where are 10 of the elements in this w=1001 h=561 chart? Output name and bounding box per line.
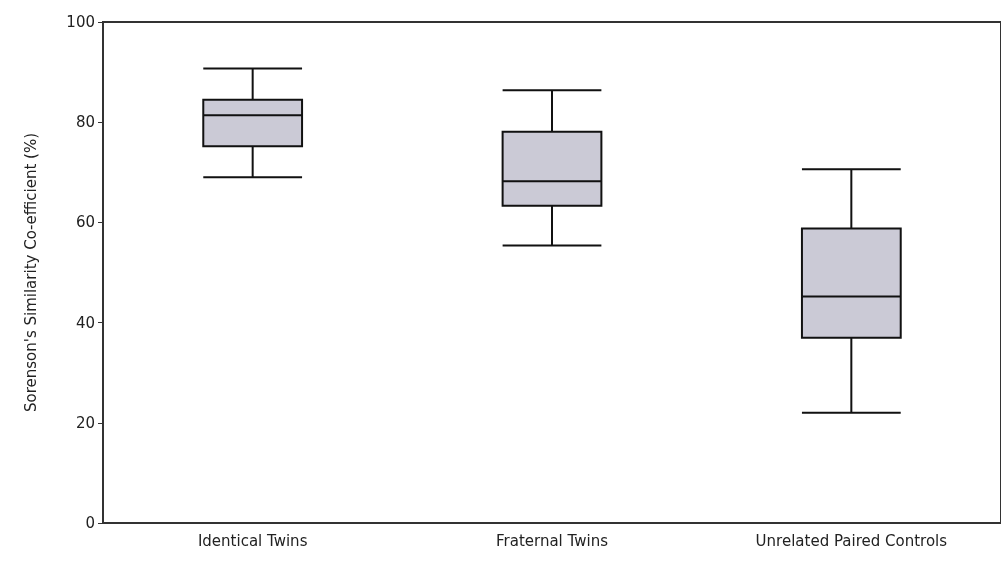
x-tick-label: Unrelated Paired Controls <box>755 531 948 550</box>
y-axis-title: Sorenson's Similarity Co-efficient (%) <box>21 133 40 412</box>
y-tick-label: 60 <box>75 213 95 232</box>
y-tick-label: 80 <box>75 113 95 132</box>
y-tick-label: 100 <box>66 13 95 31</box>
x-tick-label: Fraternal Twins <box>496 531 609 550</box>
y-tick-label: 20 <box>75 413 95 432</box>
y-tick-label: 0 <box>85 514 95 532</box>
x-tick-label: Identical Twins <box>197 531 308 550</box>
y-tick-label: 40 <box>75 313 95 332</box>
